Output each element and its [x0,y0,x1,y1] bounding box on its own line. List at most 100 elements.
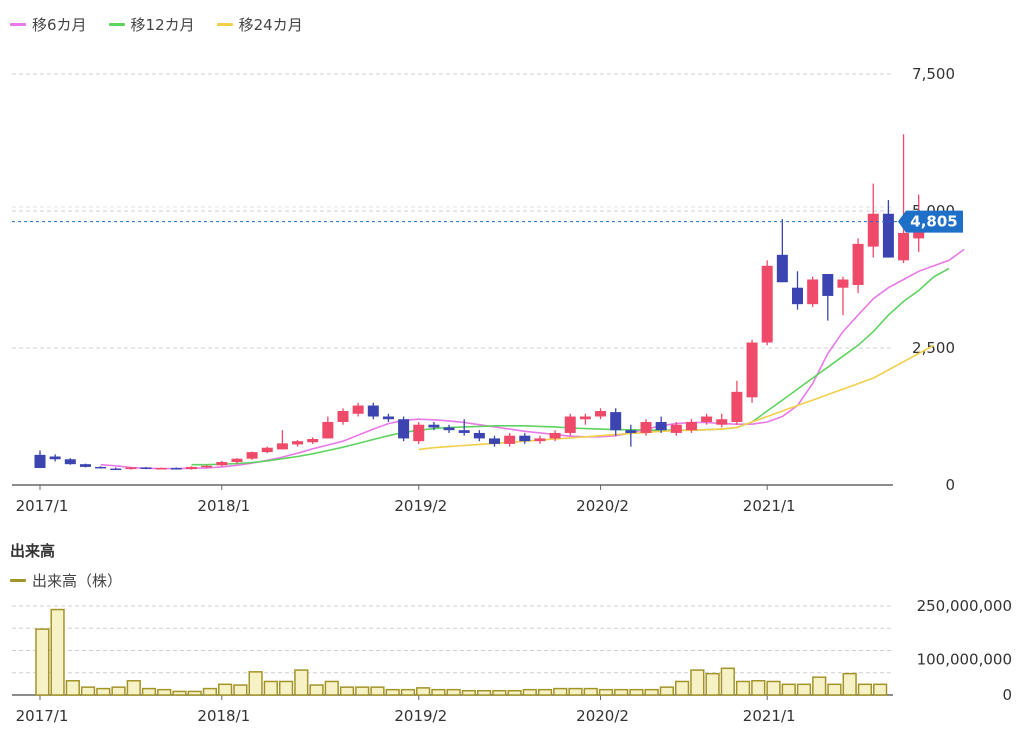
volume-bar [370,686,385,696]
last-price-label: 4,805 [910,213,957,231]
legend-label-volume: 出来高（株） [32,572,123,590]
candle-body [64,459,76,465]
legend-item-ma6[interactable]: 移6カ月 [10,14,87,35]
volume-bar [659,686,675,696]
candle-body [276,443,288,450]
candle-body [640,421,652,433]
price-x-tick-label: 2017/1 [16,497,69,515]
candle-body [246,452,258,459]
price-y-tick-label: 2,500 [912,339,955,357]
volume-bar [492,689,507,696]
legend-swatch-ma24 [216,23,233,26]
volume-bar [735,680,751,696]
candle-body [852,243,864,285]
volume-x-tick-label: 2017/1 [16,707,69,725]
volume-bar [781,683,796,696]
volume-bar [400,688,416,696]
candle-body [867,213,879,247]
candle-body [261,447,273,453]
volume-bar [80,686,96,696]
volume-bar [507,689,522,696]
volume-y-tick-label: 0 [1002,686,1012,704]
volume-bar [157,688,172,696]
candle-body [110,468,122,471]
volume-bar [644,688,659,696]
legend-item-volume[interactable]: 出来高（株） [10,570,122,591]
candle-body [595,411,607,417]
volume-bar [675,680,690,696]
candle-body [337,411,349,422]
legend-swatch-volume [10,579,26,582]
last-price-badge: 4,805 [898,210,963,233]
volume-bar [857,683,873,696]
candle-body [186,466,197,470]
price-y-tick-label: 5,000 [912,202,955,220]
volume-bar [553,687,568,696]
volume-bar [248,671,263,696]
legend-label-ma6: 移6カ月 [32,16,87,34]
candle-body [428,424,440,428]
candle-body [701,416,713,422]
volume-bar [339,686,355,696]
volume-bar [690,669,705,696]
candle-body [655,421,667,431]
volume-bar [720,667,735,696]
volume-bar [141,687,157,696]
candle-body [519,435,531,442]
volume-bar [187,690,202,696]
legend-item-ma24[interactable]: 移24カ月 [216,14,303,35]
candle-body [822,274,834,296]
volume-bar [126,680,141,696]
price-y-tick-label: 7,500 [912,65,955,83]
volume-bar [476,689,492,696]
ma-line-12m [191,267,950,466]
legend-item-ma12[interactable]: 移12カ月 [108,14,195,35]
candle-body [307,438,319,443]
candle-body [79,464,91,467]
candle-body [534,438,546,442]
volume-bar [446,688,461,696]
candle-body [352,405,364,414]
candle-body [898,232,910,261]
candle-body [807,279,819,305]
ma-line-24m [418,344,935,451]
candle-body [125,467,137,470]
volume-bar [568,687,583,696]
volume-legend: 出来高（株） [10,570,144,591]
volume-y-tick-label: 250,000,000 [917,597,1012,615]
candle-body [95,466,107,469]
price-y-tick-label: 0 [945,476,955,494]
candle-body [564,416,576,433]
volume-bar [522,688,537,696]
candle-body [367,405,379,417]
legend-label-ma12: 移12カ月 [130,16,195,34]
candle-body [170,468,182,470]
candle-body [155,468,167,470]
candle-body [231,458,243,462]
candle-body [882,213,894,258]
volume-bar [263,680,278,696]
volume-bar [202,687,218,696]
price-legend: 移6カ月 移12カ月 移24カ月 [10,14,325,35]
volume-bar [537,688,553,696]
volume-x-tick-label: 2018/1 [197,707,250,725]
volume-bar [65,680,80,696]
candle-body [201,465,213,468]
candle-body [792,287,803,305]
candle-body [140,467,152,469]
volume-bar [766,680,781,696]
candle-body [504,435,516,444]
candle-body [776,254,788,283]
volume-bar [355,686,370,696]
volume-bar [431,688,446,696]
volume-x-tick-label: 2019/2 [394,707,447,725]
candle-body [761,265,773,343]
last-price-badge-bg [898,210,963,233]
volume-bar [614,688,629,696]
candle-body [579,416,591,420]
candle-body [322,421,334,439]
candle-body [49,456,61,460]
volume-bar [461,689,476,696]
legend-swatch-ma12 [108,23,125,26]
